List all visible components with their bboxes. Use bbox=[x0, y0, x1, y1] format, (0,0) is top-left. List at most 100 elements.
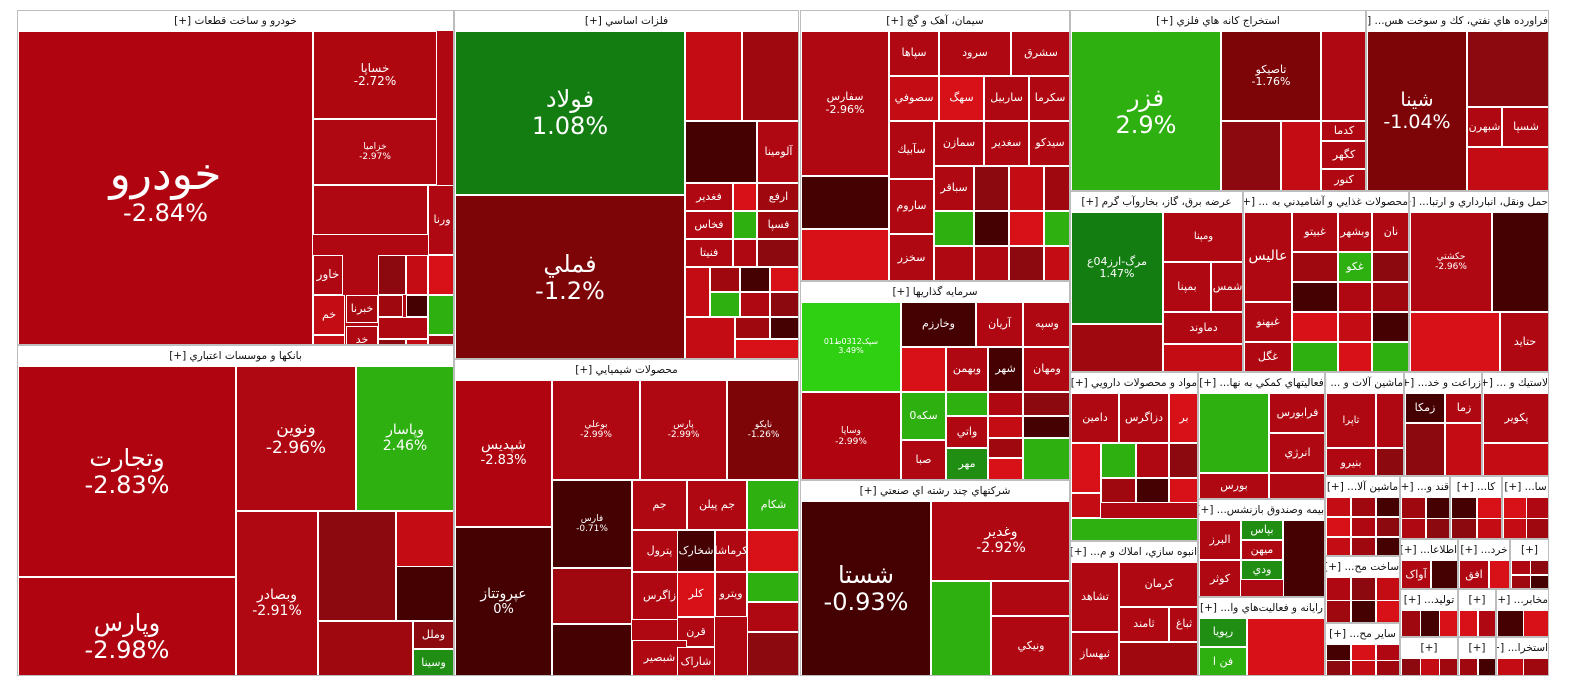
stock-tile[interactable] bbox=[974, 211, 1009, 246]
stock-tile[interactable] bbox=[1405, 423, 1445, 475]
stock-tile[interactable] bbox=[396, 566, 453, 621]
stock-tile[interactable] bbox=[1351, 660, 1376, 675]
stock-tile[interactable]: دامين bbox=[1071, 393, 1119, 443]
stock-tile[interactable]: غگل bbox=[1244, 342, 1292, 371]
stock-tile[interactable]: پارس -2.99% bbox=[640, 380, 727, 480]
sector-title[interactable]: مخابر... [+] bbox=[1497, 590, 1548, 611]
stock-tile[interactable] bbox=[1101, 478, 1136, 503]
stock-tile[interactable] bbox=[1326, 577, 1351, 601]
stock-tile[interactable] bbox=[1023, 392, 1069, 416]
stock-tile[interactable]: ومهان bbox=[1023, 347, 1069, 392]
stock-tile[interactable] bbox=[1401, 610, 1421, 636]
stock-tile[interactable]: ويترو bbox=[715, 572, 747, 617]
stock-tile[interactable]: ارفع bbox=[757, 183, 798, 211]
sector-title[interactable]: ماشين آلات و ... [+] bbox=[1326, 373, 1403, 394]
stock-tile[interactable] bbox=[1492, 212, 1548, 312]
stock-tile[interactable] bbox=[1497, 658, 1524, 675]
stock-tile[interactable] bbox=[313, 185, 428, 235]
stock-tile[interactable]: مهر bbox=[946, 448, 988, 479]
stock-tile[interactable]: دماوند bbox=[1163, 312, 1242, 344]
stock-tile[interactable]: پكوير bbox=[1483, 393, 1548, 443]
stock-tile[interactable]: جم پيلن bbox=[687, 480, 747, 530]
stock-tile[interactable]: كنور bbox=[1321, 169, 1365, 190]
stock-tile[interactable] bbox=[1101, 443, 1136, 478]
stock-tile[interactable]: تاصيكو -1.76% bbox=[1221, 31, 1321, 121]
stock-tile[interactable] bbox=[1497, 610, 1524, 636]
stock-tile[interactable]: ثباغ bbox=[1169, 607, 1197, 642]
stock-tile[interactable]: البرز bbox=[1199, 520, 1241, 560]
stock-tile[interactable]: شپديس -2.83% bbox=[455, 380, 552, 527]
sector-title[interactable]: ساخت مح... [+] bbox=[1326, 557, 1399, 578]
stock-tile[interactable] bbox=[747, 602, 798, 632]
stock-tile[interactable]: وپارس -2.98% bbox=[18, 577, 236, 675]
stock-tile[interactable] bbox=[747, 632, 798, 675]
stock-tile[interactable]: جم bbox=[632, 480, 687, 530]
stock-tile[interactable]: ورنا bbox=[428, 185, 453, 255]
stock-tile[interactable] bbox=[1136, 443, 1169, 478]
stock-tile[interactable] bbox=[1420, 610, 1440, 636]
stock-tile[interactable]: شهر bbox=[988, 347, 1023, 392]
stock-tile[interactable] bbox=[1351, 517, 1376, 537]
stock-tile[interactable]: سباقر bbox=[934, 166, 974, 211]
stock-tile[interactable] bbox=[757, 239, 798, 267]
stock-tile[interactable] bbox=[1292, 282, 1338, 312]
stock-tile[interactable] bbox=[1292, 312, 1338, 342]
sector-title[interactable]: [+] bbox=[1459, 590, 1495, 611]
stock-tile[interactable]: شينا -1.04% bbox=[1367, 31, 1467, 190]
stock-tile[interactable] bbox=[428, 335, 453, 344]
sector-title[interactable]: فلزات اساسي [+] bbox=[455, 11, 798, 32]
stock-tile[interactable]: خودرو -2.84% bbox=[18, 31, 313, 344]
stock-tile[interactable] bbox=[1530, 560, 1548, 575]
stock-tile[interactable] bbox=[318, 621, 413, 675]
stock-tile[interactable] bbox=[1071, 443, 1101, 493]
stock-tile[interactable] bbox=[1523, 658, 1548, 675]
stock-tile[interactable]: زما bbox=[1445, 393, 1481, 423]
stock-tile[interactable] bbox=[1292, 252, 1338, 282]
stock-tile[interactable]: سرود bbox=[939, 31, 1011, 76]
stock-tile[interactable]: عپروتتاز 0% bbox=[455, 527, 552, 675]
stock-tile[interactable]: آريان bbox=[976, 302, 1023, 347]
stock-tile[interactable]: وملل bbox=[413, 621, 453, 649]
stock-tile[interactable]: سمازن bbox=[934, 121, 984, 166]
stock-tile[interactable] bbox=[1169, 478, 1197, 503]
stock-tile[interactable] bbox=[406, 339, 428, 344]
stock-tile[interactable] bbox=[378, 339, 406, 344]
stock-tile[interactable] bbox=[735, 339, 798, 358]
stock-tile[interactable]: غكو bbox=[1338, 252, 1372, 282]
stock-tile[interactable]: واتي bbox=[946, 416, 988, 448]
stock-tile[interactable]: ثامند bbox=[1119, 607, 1169, 642]
stock-tile[interactable]: شستا -0.93% bbox=[801, 501, 931, 675]
sector-title[interactable]: ماشين آلا... [+] bbox=[1326, 477, 1399, 498]
stock-tile[interactable] bbox=[1372, 282, 1408, 312]
stock-tile[interactable] bbox=[1326, 497, 1351, 517]
stock-tile[interactable] bbox=[1372, 342, 1408, 371]
stock-tile[interactable]: شاراک bbox=[677, 647, 715, 675]
stock-tile[interactable]: عاليس bbox=[1244, 212, 1292, 302]
stock-tile[interactable] bbox=[1376, 537, 1399, 555]
stock-tile[interactable]: نان bbox=[1372, 212, 1408, 252]
stock-tile[interactable] bbox=[901, 347, 946, 392]
stock-tile[interactable]: خزامیا -2.97% bbox=[313, 119, 437, 185]
stock-tile[interactable] bbox=[988, 392, 1023, 416]
stock-tile[interactable]: خم bbox=[313, 295, 345, 335]
stock-tile[interactable]: غبيتو bbox=[1292, 212, 1338, 252]
stock-tile[interactable]: ونوين -2.96% bbox=[236, 366, 356, 511]
stock-tile[interactable] bbox=[1526, 497, 1548, 519]
stock-tile[interactable]: شمس bbox=[1211, 262, 1242, 312]
stock-tile[interactable]: سغدير bbox=[984, 121, 1029, 166]
stock-tile[interactable] bbox=[1338, 282, 1372, 312]
stock-tile[interactable] bbox=[1044, 246, 1069, 280]
stock-tile[interactable] bbox=[974, 246, 1009, 280]
stock-tile[interactable]: وسپه bbox=[1023, 302, 1069, 347]
stock-tile[interactable] bbox=[1009, 246, 1044, 280]
stock-tile[interactable] bbox=[1044, 211, 1069, 246]
stock-tile[interactable] bbox=[1283, 520, 1324, 596]
stock-tile[interactable] bbox=[685, 121, 757, 183]
stock-tile[interactable] bbox=[931, 581, 991, 675]
stock-tile[interactable] bbox=[733, 211, 757, 239]
stock-tile[interactable]: وبشهر bbox=[1338, 212, 1372, 252]
stock-tile[interactable] bbox=[1326, 600, 1351, 622]
stock-tile[interactable]: بپاس bbox=[1241, 520, 1283, 540]
stock-tile[interactable] bbox=[1376, 644, 1399, 661]
stock-tile[interactable] bbox=[991, 581, 1069, 616]
